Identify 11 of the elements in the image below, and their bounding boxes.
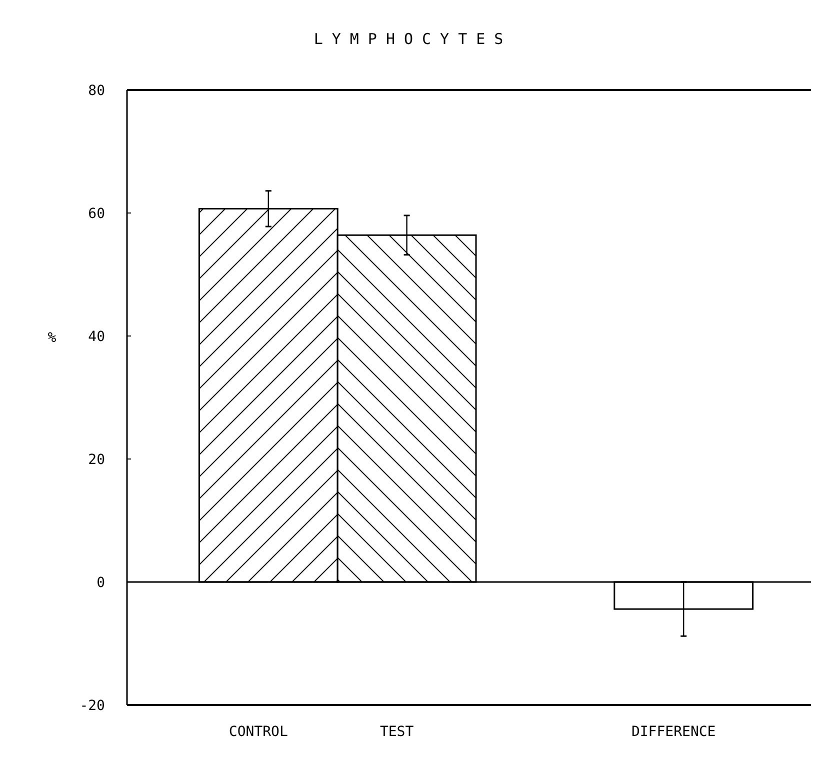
x-tick-label: CONTROL xyxy=(228,724,288,740)
y-tick-label: 20 xyxy=(88,452,105,468)
y-tick-label: -20 xyxy=(80,698,105,714)
y-tick-label: 60 xyxy=(88,206,105,222)
y-tick-label: 0 xyxy=(96,574,105,591)
y-tick-label: 80 xyxy=(88,82,105,99)
y-tick-label: 40 xyxy=(88,328,105,345)
x-tick-label: DIFFERENCE xyxy=(631,724,716,740)
y-axis-title: % xyxy=(48,330,57,346)
chart-title: LYMPHOCYTES xyxy=(314,30,512,48)
x-tick-label: TEST xyxy=(380,724,414,740)
